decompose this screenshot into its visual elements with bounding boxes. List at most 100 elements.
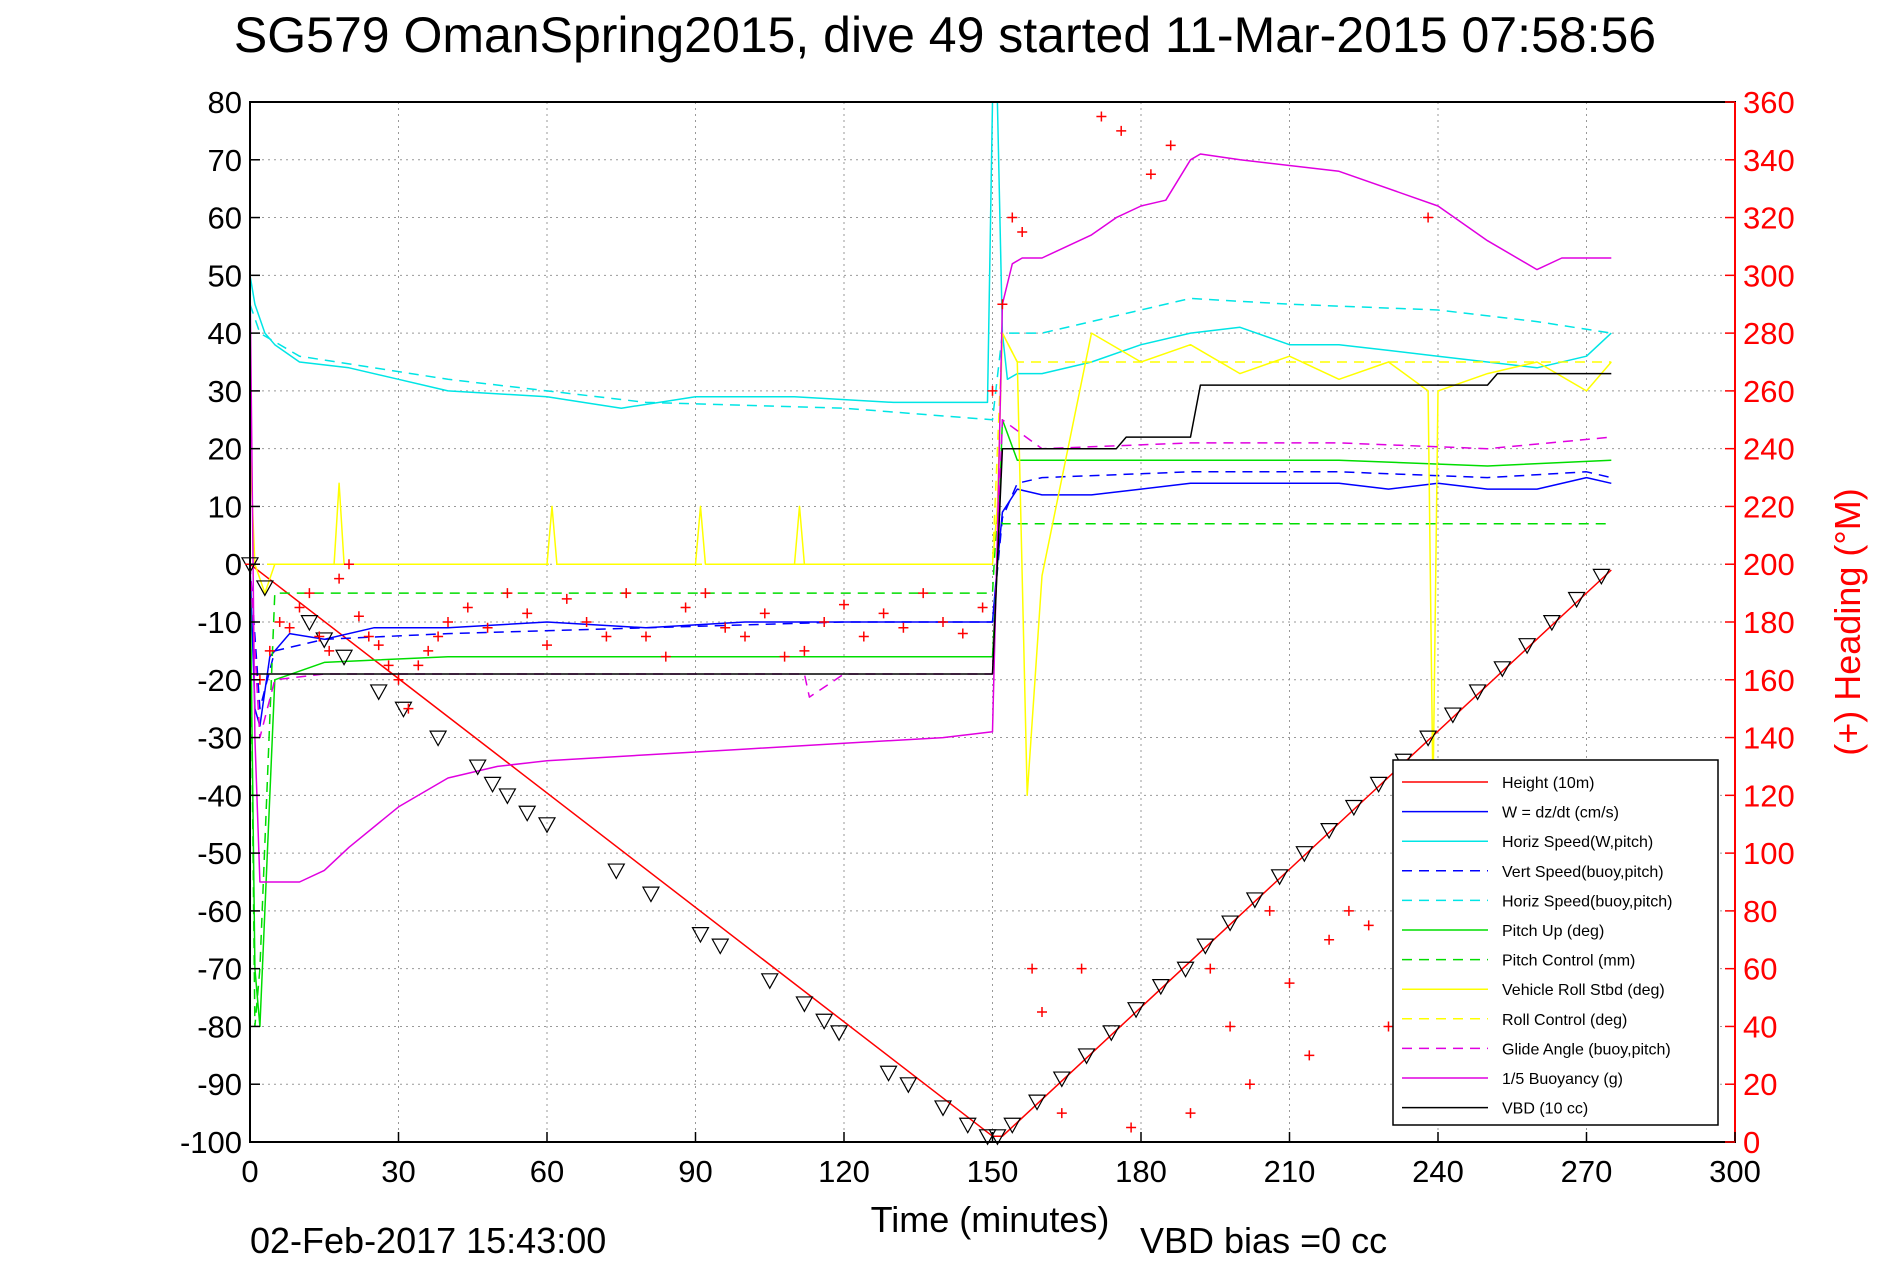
y2-tick-label: 300: [1743, 258, 1795, 293]
heading-point: [799, 645, 810, 656]
depth-marker: [1542, 615, 1561, 632]
depth-marker: [1592, 568, 1611, 586]
depth-marker: [1567, 591, 1586, 609]
x-axis-label: Time (minutes): [871, 1199, 1110, 1240]
depth-marker: [1443, 707, 1462, 724]
depth-marker: [483, 776, 502, 794]
heading-point: [660, 651, 671, 662]
heading-point: [1205, 963, 1216, 974]
legend-box: [1392, 759, 1719, 1126]
heading-point: [680, 602, 691, 613]
heading-point: [1145, 169, 1156, 180]
heading-point: [987, 385, 998, 396]
footer-timestamp: 02-Feb-2017 15:43:00: [250, 1220, 606, 1261]
heading-point: [1343, 905, 1354, 916]
heading-point: [314, 631, 325, 642]
x-tick-label: 60: [530, 1154, 564, 1189]
y-tick-label: 20: [208, 432, 242, 467]
depth-marker: [899, 1077, 918, 1094]
heading-point: [1056, 1108, 1067, 1119]
legend-entry: Vert Speed(buoy,pitch): [1502, 864, 1664, 881]
depth-marker: [795, 996, 814, 1013]
heading-point: [740, 631, 750, 642]
heading-point: [304, 588, 315, 599]
y-tick-label: -10: [197, 605, 242, 640]
depth-marker: [1493, 661, 1512, 678]
y2-tick-label: 40: [1743, 1009, 1777, 1044]
legend-entry: Roll Control (deg): [1502, 1012, 1627, 1029]
y2-tick-label: 340: [1743, 143, 1795, 178]
depth-marker: [711, 938, 730, 955]
x-tick-label: 210: [1264, 1154, 1316, 1189]
heading-point: [443, 617, 453, 627]
depth-marker: [815, 1013, 834, 1030]
heading-point: [334, 573, 345, 584]
depth-marker: [429, 730, 448, 747]
heading-point: [1383, 1021, 1394, 1032]
y2-tick-label: 360: [1743, 85, 1795, 120]
marker-layer: [240, 111, 1612, 1146]
depth-marker: [498, 788, 517, 805]
heading-point: [373, 640, 384, 651]
heading-point: [393, 674, 404, 685]
x-tick-label: 270: [1561, 1154, 1613, 1189]
y-axis-ticks: 80 70 60 50 40 30 20 10 0 -10 -20 -30 -40 -50 -60 -70 -8…: [180, 85, 260, 1160]
heading-point: [1324, 934, 1335, 945]
x-axis-ticks: 0 30 60 90 120 150 180 210 240 270 300: [241, 1132, 1761, 1189]
depth-marker: [1295, 846, 1314, 863]
x-tick-label: 0: [241, 1154, 258, 1189]
depth-marker: [1221, 915, 1240, 932]
y2-tick-label: 100: [1743, 836, 1795, 871]
y-tick-label: -70: [197, 952, 242, 987]
depth-marker: [830, 1025, 849, 1042]
y2-tick-label: 0: [1743, 1125, 1760, 1160]
depth-marker: [933, 1100, 953, 1117]
y-tick-label: 40: [208, 316, 242, 351]
depth-marker: [1245, 892, 1264, 909]
heading-point: [720, 622, 731, 633]
y2-tick-label: 200: [1743, 547, 1795, 582]
depth-marker: [394, 701, 413, 718]
y2-tick-label: 320: [1743, 201, 1795, 236]
y-tick-label: 50: [208, 258, 242, 293]
y2-tick-label: 180: [1743, 605, 1795, 640]
heading-point: [363, 631, 374, 642]
heading-point: [294, 602, 305, 613]
heading-point: [561, 593, 572, 604]
x-tick-label: 90: [678, 1154, 712, 1189]
heading-point: [274, 617, 285, 627]
depth-marker: [1028, 1094, 1047, 1111]
heading-point: [957, 628, 968, 639]
depth-marker: [1127, 1002, 1146, 1019]
heading-point: [1126, 1122, 1137, 1133]
depth-marker: [1196, 938, 1215, 955]
heading-point: [621, 588, 632, 599]
heading-point: [1244, 1079, 1255, 1090]
heading-point: [1076, 963, 1087, 974]
depth-marker: [468, 759, 487, 776]
heading-point: [1096, 111, 1107, 122]
depth-marker: [1344, 799, 1363, 817]
heading-point: [423, 645, 434, 656]
y2-tick-label: 260: [1743, 374, 1795, 409]
heading-point: [1264, 905, 1275, 916]
y2-tick-label: 280: [1743, 316, 1795, 351]
heading-point: [1007, 212, 1018, 223]
footer-vbd-bias: VBD bias =0 cc: [1140, 1220, 1387, 1261]
heading-point: [383, 660, 394, 671]
depth-marker: [300, 615, 319, 632]
legend-entry: VBD (10 cc): [1502, 1101, 1588, 1118]
heading-point: [433, 631, 444, 642]
depth-marker: [607, 863, 626, 880]
heading-point: [344, 559, 354, 570]
y2-tick-label: 220: [1743, 489, 1795, 524]
series-w-dz-dt-cm-s: [249, 476, 1612, 727]
heading-point: [403, 703, 414, 714]
series-1-5-buoyancy-g: [249, 153, 1612, 883]
depth-marker: [1151, 979, 1170, 996]
depth-marker: [958, 1117, 977, 1134]
depth-marker: [1102, 1025, 1121, 1042]
heading-point: [581, 617, 592, 627]
depth-marker: [335, 649, 354, 666]
heading-point: [1165, 140, 1176, 151]
